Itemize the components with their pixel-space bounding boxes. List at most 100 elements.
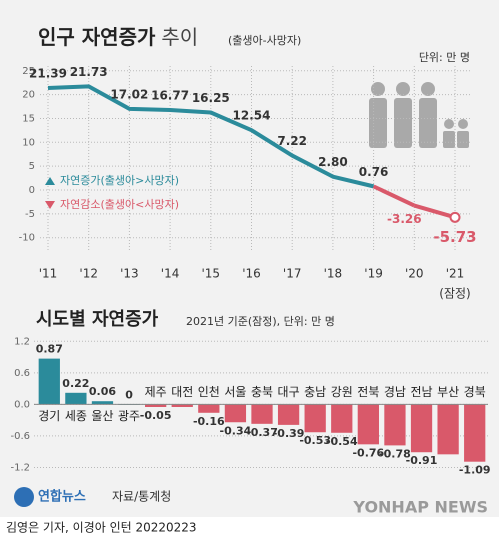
y-tick-label: -0.6 <box>10 431 30 442</box>
y-tick-label: -10 <box>19 233 35 244</box>
x-tick-label: 충남 <box>304 385 326 399</box>
bar <box>331 404 353 433</box>
bar <box>145 404 167 407</box>
people-icon <box>369 82 469 148</box>
y-tick-label: 25 <box>22 66 35 77</box>
x-tick-label: '19 <box>364 267 383 281</box>
x-tick-label: 울산 <box>91 409 113 423</box>
x-tick-label: 인천 <box>198 384 220 399</box>
legend-marker <box>45 177 55 185</box>
title-suffix: 추이 <box>161 25 198 49</box>
y-tick-label: 20 <box>22 90 35 101</box>
x-tick-label: 서울 <box>224 385 246 399</box>
logo: 연합뉴스 <box>38 489 86 505</box>
connector <box>372 184 416 208</box>
bar <box>304 404 326 433</box>
legend-marker <box>45 201 55 209</box>
y-tick-label: 5 <box>29 161 35 172</box>
x-tick-label: 전남 <box>410 385 432 399</box>
x-tick-label: '14 <box>161 267 180 281</box>
y-tick-label: -1.2 <box>10 462 30 473</box>
subtitle: (출생아-사망자) <box>228 34 301 47</box>
x-tick-label: 경기 <box>38 409 60 423</box>
x-tick-label: 제주 <box>145 385 167 399</box>
y-tick-label: 0.6 <box>14 368 30 379</box>
data-label: -0.37 <box>246 426 278 439</box>
logo-mark <box>14 487 34 507</box>
data-label: 17.02 <box>110 87 148 101</box>
data-label: -0.53 <box>299 434 331 447</box>
data-label: 21.39 <box>29 66 67 80</box>
data-label: 16.77 <box>151 89 189 103</box>
bar <box>198 404 220 413</box>
x-tick-label: 경북 <box>464 385 486 399</box>
data-label: 12.54 <box>233 109 271 123</box>
x-tick-label: '15 <box>202 267 221 281</box>
bar <box>277 404 300 425</box>
y-tick-label: 0.0 <box>14 399 30 410</box>
data-label: 0.87 <box>36 343 63 356</box>
data-label: -3.26 <box>387 212 422 226</box>
data-label: -0.39 <box>273 427 305 440</box>
data-label: -0.05 <box>140 409 172 422</box>
x-tick-label: 대전 <box>171 385 193 399</box>
y-tick-label: 0 <box>29 185 35 196</box>
bar <box>91 401 114 405</box>
chart-title: 시도별 자연증가 <box>36 309 159 330</box>
x-tick-label: 경남 <box>384 385 406 399</box>
y-tick-label: 10 <box>22 137 35 148</box>
data-label: -0.54 <box>326 435 358 448</box>
y-tick-label: 1.2 <box>14 336 30 347</box>
data-label: 0 <box>125 388 133 401</box>
data-label: -0.34 <box>220 424 252 437</box>
bar <box>251 404 273 424</box>
bar <box>464 404 486 462</box>
data-label: 16.25 <box>192 91 230 105</box>
data-label: -0.91 <box>406 454 438 467</box>
x-tick-label: '20 <box>405 267 424 281</box>
x-tick-label: '11 <box>39 267 58 281</box>
x-tick-label: 광주 <box>118 409 140 423</box>
data-label: 0.76 <box>359 165 389 179</box>
x-tick-label: '13 <box>120 267 139 281</box>
x-tick-label: 충북 <box>251 385 273 399</box>
unit: 단위: 만 명 <box>419 51 470 64</box>
source: 자료/통계청 <box>112 490 171 504</box>
credit: 김영은 기자, 이경아 인턴 20220223 <box>6 521 197 535</box>
bar <box>38 358 60 405</box>
x-tick-label: '16 <box>242 267 261 281</box>
x-note: (잠정) <box>439 287 470 301</box>
x-tick-label: 부산 <box>437 385 459 399</box>
x-tick-label: '18 <box>324 267 343 281</box>
data-label: -0.78 <box>379 447 411 460</box>
subtitle: 2021년 기준(잠정), 단위: 만 명 <box>186 315 335 328</box>
bar <box>65 392 87 405</box>
x-tick-label: '21 <box>446 267 465 281</box>
data-label: 21.73 <box>70 65 108 79</box>
bar <box>410 404 433 453</box>
x-tick-label: 강원 <box>331 385 353 399</box>
x-tick-label: 전북 <box>357 385 379 399</box>
line <box>413 203 456 220</box>
bar <box>384 404 406 446</box>
line <box>47 84 375 189</box>
legend-label: 자연증가(출생아>사망자) <box>60 174 179 187</box>
bar <box>437 404 459 455</box>
data-label: 0.22 <box>62 377 89 390</box>
data-label: -1.09 <box>459 464 491 477</box>
data-label: 2.80 <box>318 155 348 169</box>
x-tick-label: '12 <box>79 267 98 281</box>
bar <box>357 404 379 445</box>
end-marker <box>449 211 461 223</box>
x-tick-label: 대구 <box>278 385 300 399</box>
data-label: -5.73 <box>433 228 476 246</box>
bar <box>171 404 193 407</box>
data-label: -0.76 <box>352 446 384 459</box>
y-tick-label: 15 <box>22 113 35 124</box>
data-label: -0.16 <box>193 415 225 428</box>
chart-title: 인구 자연증가 추이 <box>38 25 198 49</box>
title-main: 인구 자연증가 <box>38 25 156 49</box>
data-label: 0.06 <box>89 385 116 398</box>
bar <box>224 404 247 423</box>
